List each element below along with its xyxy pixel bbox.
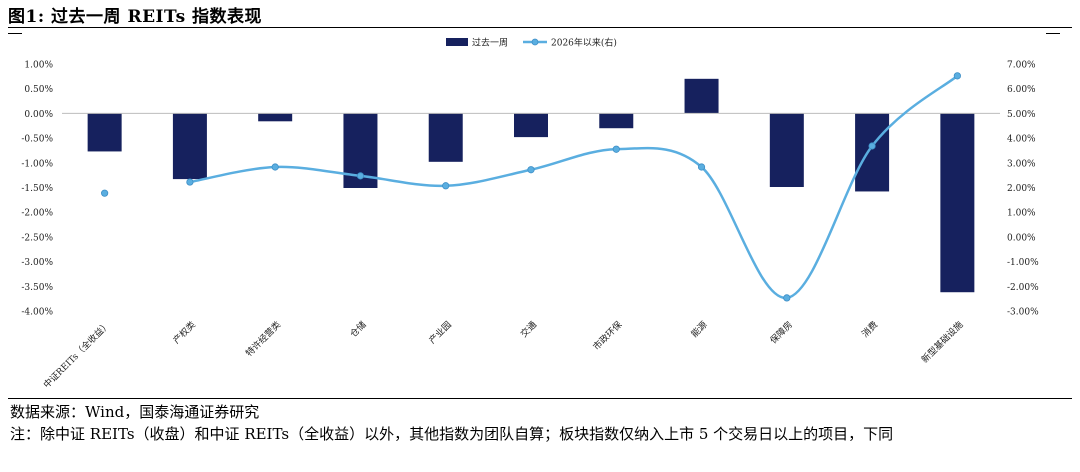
bar-9 [769, 113, 804, 188]
left-axis-tick-label: -3.00% [21, 258, 53, 268]
line-point-8 [697, 163, 706, 171]
line-point-9 [783, 294, 791, 302]
left-axis-tick-label: -2.50% [21, 233, 53, 243]
left-axis-tick-label: -1.00% [21, 159, 53, 169]
right-axis-tick-label: -3.00% [1007, 308, 1039, 318]
bar-7 [599, 113, 634, 129]
category-label: 能源 [688, 319, 709, 340]
bar-1 [87, 113, 122, 152]
legend-line-marker [531, 38, 539, 46]
reits-index-chart: 1.00% 0.50% 0.00% -0.50% -1.00% -1.50% -2.00% -… [21, 37, 1039, 391]
right-tick-mark [1046, 33, 1060, 34]
category-label: 仓储 [347, 319, 368, 340]
left-axis-tick-label: -0.50% [21, 135, 53, 145]
source-note: 数据来源：Wind，国泰海通证券研究 [10, 403, 260, 421]
line-point-11 [953, 72, 961, 80]
right-axis-tick-label: 7.00% [1007, 61, 1036, 71]
right-axis-tick-label: 3.00% [1007, 159, 1036, 169]
notes-rule [8, 398, 1072, 399]
chart-notes: 数据来源：Wind，国泰海通证券研究 注：除中证 REITs（收盘）和中证 RE… [10, 401, 1072, 445]
line-point-1 [101, 189, 109, 197]
line-point-7 [612, 145, 620, 153]
legend-bar-swatch [446, 38, 468, 46]
left-axis-tick-label: 0.50% [24, 85, 53, 95]
line-series-2026-ytd [189, 74, 959, 300]
line-point-3 [271, 163, 279, 171]
category-label: 新型基础设施 [919, 319, 966, 366]
line-point-5 [442, 182, 450, 190]
right-axis-tick-label: 2.00% [1007, 184, 1036, 194]
right-axis-tick-label: 6.00% [1007, 85, 1036, 95]
left-axis-tick-label: 1.00% [24, 61, 53, 71]
left-axis-tick-label: -4.00% [21, 308, 53, 318]
bar-10 [855, 113, 890, 192]
right-axis-tick-label: 1.00% [1007, 209, 1036, 219]
category-label: 产业园 [426, 319, 454, 347]
category-label: 保障房 [767, 319, 795, 347]
figure-title: 图1: 过去一周 REITs 指数表现 [8, 7, 263, 27]
legend-line-label: 2026年以来(右) [551, 37, 617, 49]
right-axis-tick-label: -1.00% [1007, 258, 1039, 268]
category-label: 特许经营类 [243, 319, 283, 359]
bar-5 [428, 113, 463, 162]
right-axis-tick-label: -2.00% [1007, 283, 1039, 293]
footnote: 注：除中证 REITs（收盘）和中证 REITs（全收益）以外，其他指数为团队自… [10, 425, 894, 443]
left-axis-tick-label: -3.50% [21, 283, 53, 293]
left-axis-tick-label: 0.00% [24, 110, 53, 120]
bar-3 [258, 113, 293, 122]
line-point-10 [868, 142, 876, 150]
bar-8 [684, 78, 719, 114]
bar-11 [940, 113, 975, 293]
right-axis-tick-label: 4.00% [1007, 135, 1036, 145]
category-label: 产权类 [170, 319, 198, 347]
line-point-6 [527, 166, 535, 174]
right-axis-tick-label: 0.00% [1007, 233, 1036, 243]
left-tick-mark [8, 33, 22, 34]
bar-6 [514, 113, 548, 138]
category-label: 中证REITs（全收益） [41, 319, 113, 391]
right-axis-tick-label: 5.00% [1007, 110, 1036, 120]
title-rule [8, 27, 1072, 28]
left-axis-tick-label: -1.50% [21, 184, 53, 194]
category-label: 市政环保 [590, 319, 624, 353]
left-axis-tick-label: -2.00% [21, 209, 53, 219]
line-point-4 [356, 172, 365, 180]
line-point-2 [186, 178, 194, 186]
category-label: 消费 [859, 319, 880, 340]
legend-bar-label: 过去一周 [472, 37, 508, 49]
bar-2 [172, 113, 207, 180]
category-label: 交通 [518, 319, 539, 340]
